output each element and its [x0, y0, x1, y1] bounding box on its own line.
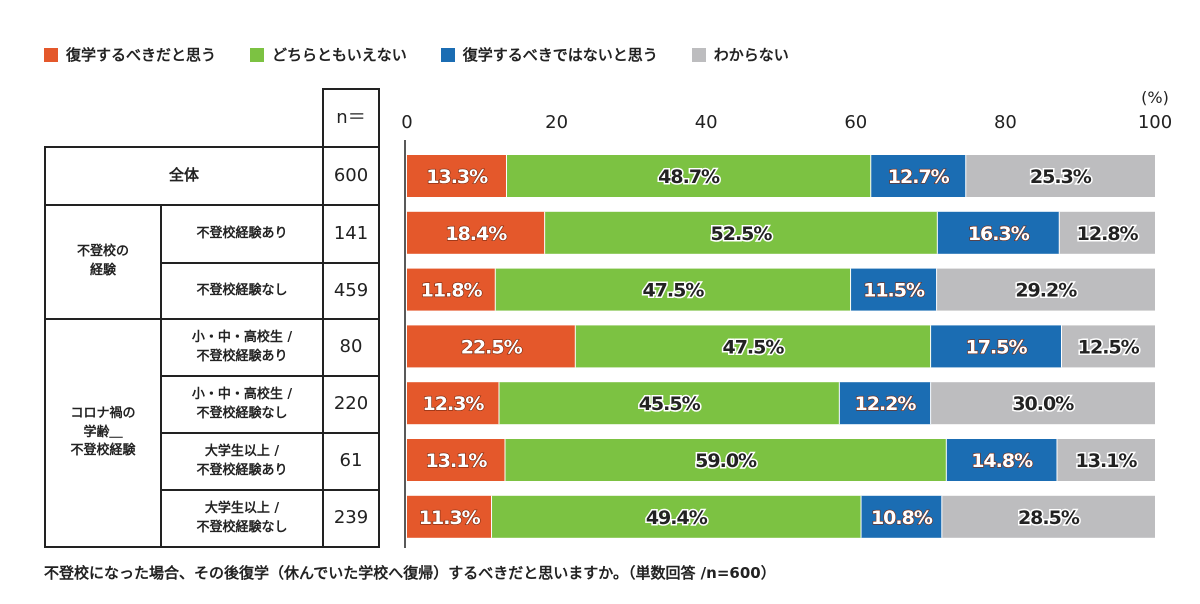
data-label: 12.5%	[1078, 336, 1140, 358]
bar-segment	[407, 439, 505, 481]
row-n: 220	[322, 375, 380, 434]
legend-label: わからない	[713, 46, 789, 64]
bar-segment	[575, 325, 931, 368]
data-label: 14.8%	[971, 450, 1033, 472]
row-n: 61	[322, 432, 380, 491]
row-n: 459	[322, 262, 380, 320]
bar-segment	[407, 211, 545, 254]
bar-segment	[1057, 439, 1155, 481]
data-label: 13.1%	[426, 450, 488, 472]
bar-segment	[946, 439, 1058, 481]
x-tick-label: 60	[844, 112, 867, 133]
data-label: 49.4%	[646, 507, 708, 529]
data-label: 29.2%	[1015, 280, 1077, 302]
data-label: 16.3%	[968, 223, 1030, 245]
legend-swatch	[440, 47, 455, 62]
bar-segment	[861, 495, 942, 538]
legend-swatch	[250, 47, 265, 62]
bar-segment	[930, 382, 1155, 425]
row-n: 141	[322, 204, 380, 264]
data-label: 28.5%	[1018, 507, 1080, 529]
x-tick-label: 80	[994, 112, 1017, 133]
bar-segment	[965, 155, 1155, 197]
bar-segment	[544, 211, 938, 254]
bar-segment	[407, 155, 507, 197]
x-tick-label: 20	[545, 112, 568, 133]
bar-segment	[937, 211, 1060, 254]
legend-item: 復学するべきではないと思う	[440, 44, 658, 65]
unit-label: (%)	[1141, 88, 1169, 107]
bar-segment	[839, 382, 931, 425]
data-label: 18.4%	[445, 223, 507, 245]
data-label: 45.5%	[639, 393, 701, 415]
data-label: 17.5%	[966, 336, 1028, 358]
data-label: 11.3%	[419, 507, 481, 529]
bar-segment	[870, 155, 966, 197]
group-label: 不登校の 経験	[44, 204, 162, 320]
data-label: 12.2%	[855, 393, 917, 415]
data-label: 11.5%	[863, 280, 925, 302]
legend-label: 復学するべきではないと思う	[462, 46, 658, 64]
legend-swatch	[44, 47, 58, 62]
data-label: 13.3%	[426, 166, 488, 188]
data-label: 48.7%	[658, 166, 720, 188]
data-label: 59.0%	[695, 450, 757, 472]
row-label: 小・中・高校生 / 不登校経験あり	[160, 318, 324, 377]
data-label: 11.8%	[421, 280, 483, 302]
bar-segment	[506, 155, 871, 197]
x-tick-label: 40	[695, 112, 718, 133]
bar-segment	[1059, 211, 1155, 254]
bar-segment	[495, 268, 851, 311]
legend-item: 復学するべきだと思う	[44, 44, 216, 65]
legend-item: わからない	[691, 44, 789, 65]
legend-label: 復学するべきだと思う	[66, 46, 217, 64]
caption: 不登校になった場合、その後復学（休んでいた学校へ復帰）するべきだと思いますか。（…	[44, 564, 776, 582]
legend: 復学するべきだと思う どちらともいえない 復学するべきではないと思う わからない	[44, 44, 823, 65]
group-label: コロナ禍の 学齢＿ 不登校経験	[44, 318, 162, 548]
bar-segment	[491, 495, 862, 538]
data-label: 25.3%	[1030, 166, 1092, 188]
row-label: 小・中・高校生 / 不登校経験なし	[160, 375, 324, 434]
bar-segment	[936, 268, 1155, 311]
row-label: 大学生以上 / 不登校経験あり	[160, 432, 324, 491]
data-label: 12.3%	[423, 393, 485, 415]
data-label: 47.5%	[642, 280, 704, 302]
data-label: 12.7%	[888, 166, 950, 188]
data-label: 13.1%	[1076, 450, 1138, 472]
bar-segment	[407, 325, 576, 368]
bar-segment	[504, 439, 947, 481]
bar-segment	[407, 268, 496, 311]
bar-segment	[499, 382, 840, 425]
legend-item: どちらともいえない	[250, 44, 407, 65]
row-label: 大学生以上 / 不登校経験なし	[160, 489, 324, 548]
row-n: 600	[322, 146, 380, 206]
x-tick-label: 100	[1138, 112, 1172, 133]
x-tick-label: 0	[401, 112, 412, 133]
bar-segment	[407, 382, 500, 425]
legend-label: どちらともいえない	[272, 46, 407, 64]
n-header: n＝	[322, 88, 380, 148]
bar-segment	[1061, 325, 1155, 368]
row-label-total: 全体	[44, 146, 324, 206]
data-label: 12.8%	[1077, 223, 1139, 245]
data-label: 47.5%	[722, 336, 784, 358]
bar-segment	[941, 495, 1155, 538]
legend-swatch	[691, 47, 706, 62]
row-n: 239	[322, 489, 380, 548]
data-label: 10.8%	[871, 507, 933, 529]
row-n: 80	[322, 318, 380, 377]
bar-segment	[407, 495, 492, 538]
row-label: 不登校経験あり	[160, 204, 324, 264]
data-label: 22.5%	[461, 336, 523, 358]
data-label: 30.0%	[1012, 393, 1074, 415]
row-label: 不登校経験なし	[160, 262, 324, 320]
bar-segment	[930, 325, 1062, 368]
data-label: 52.5%	[711, 223, 773, 245]
bar-segment	[850, 268, 937, 311]
